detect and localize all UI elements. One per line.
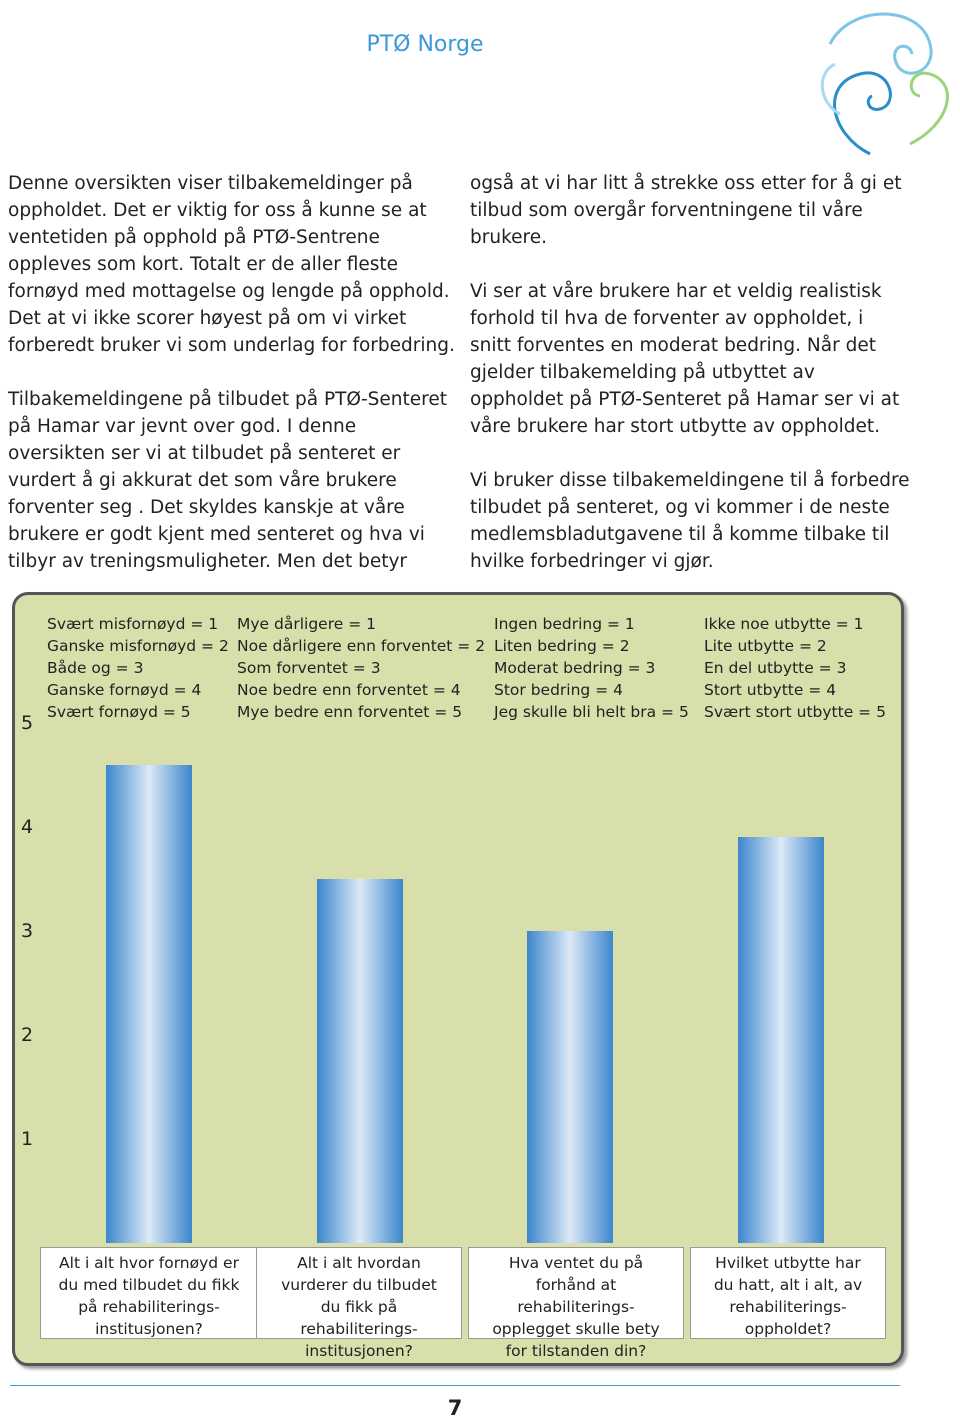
scale-legend: Ingen bedring = 1 Liten bedring = 2 Modera…	[494, 613, 689, 723]
paragraph: Denne oversikten viser tilbakemeldinger …	[8, 173, 455, 356]
bar	[738, 837, 824, 1243]
ornament	[820, 12, 949, 156]
scale-legend: Mye dårligere = 1 Noe dårligere enn forve…	[237, 613, 485, 723]
scale-item: Mye dårligere = 1	[237, 615, 376, 633]
paragraph: Tilbakemeldingene på tilbudet på PTØ-Sen…	[8, 389, 447, 572]
page-number: 7	[447, 1396, 463, 1420]
scale-item: Liten bedring = 2	[494, 637, 630, 655]
scale-item: Moderat bedring = 3	[494, 659, 656, 677]
scale-legend: Ikke noe utbytte = 1 Lite utbytte = 2 En d…	[704, 613, 886, 723]
scale-item: En del utbytte = 3	[704, 659, 847, 677]
scale-legend: Svært misfornøyd = 1 Ganske misfornøyd = …	[47, 613, 229, 723]
scale-item: Både og = 3	[47, 659, 144, 677]
category-label: Alt i alt hvordan vurderer du tilbudet d…	[256, 1247, 462, 1360]
scale-item: Ganske fornøyd = 4	[47, 681, 202, 699]
scale-item: Ikke noe utbytte = 1	[704, 615, 864, 633]
category-label: Hva ventet du på forhånd at rehabiliteri…	[468, 1247, 684, 1360]
header-title: PTØ Norge	[366, 32, 484, 57]
scale-item: Svært misfornøyd = 1	[47, 615, 219, 633]
bar	[527, 931, 613, 1243]
scale-item: Stor bedring = 4	[494, 681, 623, 699]
column-left: Denne oversikten viser tilbakemeldinger …	[8, 170, 456, 602]
scale-item: Noe dårligere enn forventet = 2	[237, 637, 486, 655]
footer-rule	[10, 1385, 900, 1386]
scale-item: Stort utbytte = 4	[704, 681, 837, 699]
y-tick-label: 4	[21, 816, 34, 838]
chart: 1 2 3 4 5 Svært misfornøyd = 1 Ganske misfornø…	[12, 592, 904, 1366]
paragraph: Vi bruker disse tilbakemeldingene til å …	[470, 470, 910, 572]
y-tick-label: 3	[21, 920, 34, 942]
paragraph: Vi ser at våre brukere har et veldig rea…	[470, 281, 900, 437]
scale-item: Noe bedre enn forventet = 4	[237, 681, 461, 699]
scale-item: Som forventet = 3	[237, 659, 381, 677]
category-label: Hvilket utbytte har du hatt, alt i alt, …	[690, 1247, 886, 1339]
scale-item: Jeg skulle bli helt bra = 5	[494, 703, 689, 721]
scale-item: Svært stort utbytte = 5	[704, 703, 886, 721]
scale-item: Ingen bedring = 1	[494, 615, 635, 633]
category-label: Alt i alt hvor fornøyd er du med tilbude…	[40, 1247, 258, 1339]
bar	[317, 879, 403, 1243]
bar	[106, 764, 192, 1243]
scale-item: Svært fornøyd = 5	[47, 703, 191, 721]
y-tick-label: 5	[21, 712, 34, 734]
scale-item: Ganske misfornøyd = 2	[47, 637, 229, 655]
scale-item: Mye bedre enn forventet = 5	[237, 703, 463, 721]
scale-item: Lite utbytte = 2	[704, 637, 827, 655]
y-tick-label: 1	[21, 1128, 34, 1150]
column-right: også at vi har litt å strekke oss etter …	[470, 170, 910, 602]
paragraph: også at vi har litt å strekke oss etter …	[470, 173, 902, 248]
y-tick-label: 2	[21, 1024, 34, 1046]
